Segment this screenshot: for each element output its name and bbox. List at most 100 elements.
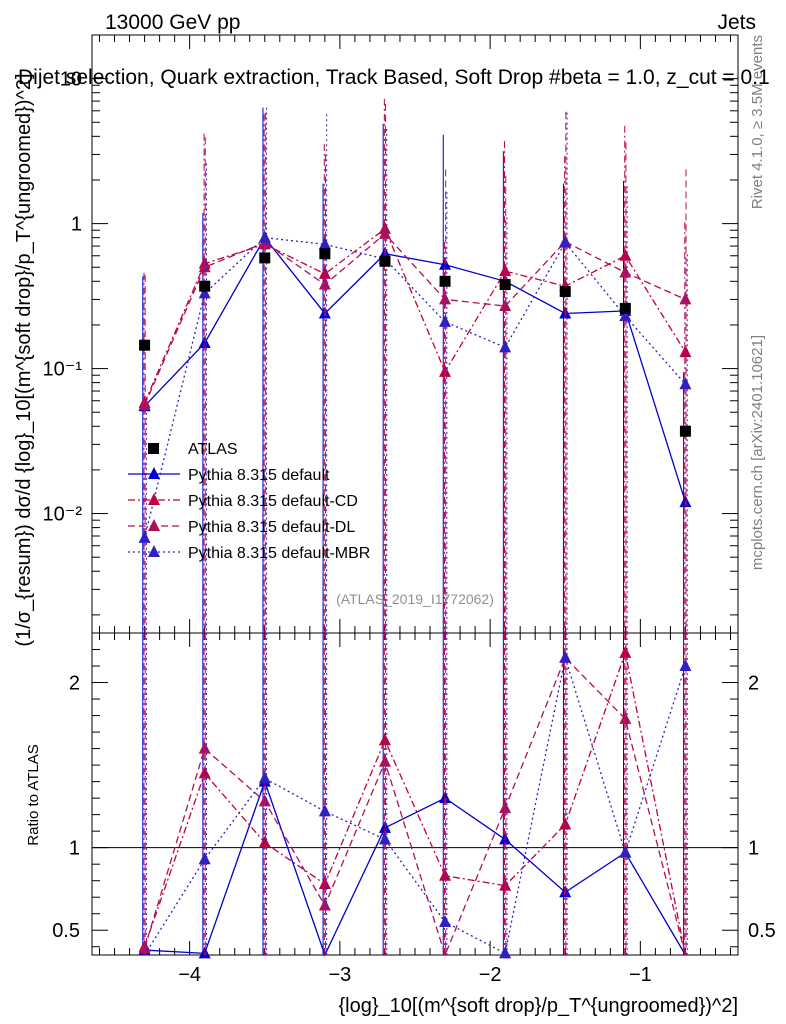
series-marker: [318, 306, 331, 319]
series-marker: [318, 277, 331, 290]
series-marker: [439, 364, 452, 377]
reference-points-layer: [139, 248, 691, 437]
ratio-marker: [619, 711, 632, 724]
legend-marker: [148, 545, 160, 557]
ratio-marker: [499, 801, 512, 814]
series-marker: [258, 230, 271, 243]
series-marker: [679, 292, 692, 305]
ratio-marker: [258, 835, 271, 848]
ratio-marker: [378, 832, 391, 845]
main-axis-ticks: 10⁻² 10⁻¹ 1 10: [43, 34, 738, 633]
series-marker: [499, 340, 512, 353]
x-tick-label: −3: [328, 964, 351, 986]
series-marker: [619, 309, 632, 322]
y-tick-label: 10⁻²: [43, 504, 83, 526]
ratio-marker: [439, 791, 452, 804]
x-tick-label: −4: [178, 964, 201, 986]
ratio-marker: [619, 645, 632, 658]
x-tick-label: −2: [479, 964, 502, 986]
ratio-marker: [198, 946, 211, 959]
ratio-marker: [318, 876, 331, 889]
y-tick-label: 10: [60, 69, 82, 91]
series-marker: [439, 314, 452, 327]
main-plot-frame: [91, 34, 739, 634]
legend-label: Pythia 8.315 default: [188, 467, 330, 484]
ratio-tick-label: 1: [69, 838, 80, 860]
series-marker: [439, 292, 452, 305]
ratio-marker: [138, 941, 151, 954]
atlas-data-point: [499, 279, 511, 291]
main-series-layer: [138, 98, 692, 633]
ratio-marker: [439, 868, 452, 881]
ratio-marker: [198, 766, 211, 779]
series-marker: [619, 265, 632, 278]
ratio-marker: [499, 832, 512, 845]
ratio-axis-ticks: −4 −3 −2 −1 0.5 0.5 1 1 2 2: [52, 633, 776, 986]
legend-label: ATLAS: [188, 441, 238, 458]
mcplots-label: mcplots.cern.ch [arXiv:2401.10621]: [749, 335, 766, 570]
series-line: [143, 232, 686, 406]
legend-label: Pythia 8.315 default-MBR: [188, 545, 370, 562]
ratio-marker: [679, 659, 692, 672]
series-marker: [198, 286, 211, 299]
series-marker: [619, 248, 632, 261]
series-line: [143, 236, 686, 538]
legend-marker-atlas: [148, 443, 159, 454]
ratio-line: [144, 657, 687, 956]
series-marker: [318, 266, 331, 279]
legend: ATLAS Pythia 8.315 default Pythia 8.315 de…: [128, 441, 370, 562]
legend-marker: [148, 493, 160, 505]
chart-title: Dijet selection, Quark extraction, Track…: [18, 66, 770, 89]
y-tick-label: 1: [71, 214, 82, 236]
ratio-marker: [559, 650, 572, 663]
atlas-data-point: [559, 286, 571, 298]
ratio-line: [143, 656, 687, 957]
y-tick-label: 10⁻¹: [43, 359, 83, 381]
legend-marker: [148, 467, 160, 479]
series-marker: [559, 235, 572, 248]
x-axis-label: {log}_10[(m^{soft drop}/p_T^{ungroomed})…: [338, 995, 738, 1017]
ratio-plot-frame: [91, 632, 739, 956]
series-line: [143, 227, 686, 404]
ratio-marker: [619, 845, 632, 858]
analysis-id: (ATLAS_2019_I1772062): [336, 591, 494, 607]
ratio-marker: [198, 852, 211, 865]
ratio-tick-label-right: 0.5: [748, 920, 776, 942]
series-marker: [318, 237, 331, 250]
ratio-marker: [258, 771, 271, 784]
ratio-tick-label: 2: [69, 673, 80, 695]
ratio-marker: [378, 733, 391, 746]
ratio-marker: [318, 898, 331, 911]
energy-label: 13000 GeV pp: [105, 11, 240, 34]
series-marker: [378, 226, 391, 239]
ratio-tick-label-right: 1: [748, 838, 759, 860]
legend-label: Pythia 8.315 default-CD: [188, 493, 358, 510]
process-label: Jets: [717, 11, 756, 34]
atlas-data-point: [139, 339, 151, 351]
atlas-data-point: [679, 425, 691, 437]
series-marker: [138, 398, 151, 411]
rivet-version-label: Rivet 4.1.0, ≥ 3.5M events: [749, 35, 766, 209]
series-marker: [679, 495, 692, 508]
series-marker: [499, 299, 512, 312]
ratio-series-layer: [138, 633, 692, 959]
series-marker: [679, 377, 692, 390]
ratio-marker: [318, 804, 331, 817]
ratio-marker: [198, 741, 211, 754]
legend-marker: [148, 519, 160, 531]
x-tick-label: −1: [629, 964, 652, 986]
ratio-tick-label: 0.5: [52, 920, 80, 942]
series-marker: [138, 530, 151, 543]
series-marker: [559, 306, 572, 319]
atlas-data-point: [199, 280, 211, 292]
ratio-marker: [378, 820, 391, 833]
atlas-data-point: [439, 275, 451, 287]
ratio-y-axis-label: Ratio to ATLAS: [25, 744, 42, 845]
series-marker: [679, 345, 692, 358]
ratio-marker: [499, 878, 512, 891]
series-line: [144, 236, 687, 503]
atlas-data-point: [319, 248, 331, 260]
series-marker: [499, 264, 512, 277]
ratio-line: [144, 779, 686, 957]
